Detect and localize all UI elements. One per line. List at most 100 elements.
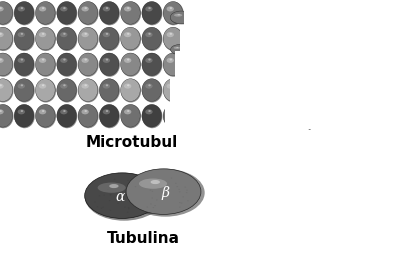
Ellipse shape	[150, 203, 152, 204]
Ellipse shape	[98, 183, 126, 193]
Ellipse shape	[39, 6, 46, 12]
Ellipse shape	[188, 28, 207, 39]
Ellipse shape	[39, 109, 46, 114]
Ellipse shape	[18, 84, 25, 89]
Ellipse shape	[57, 2, 76, 24]
Ellipse shape	[300, 75, 367, 88]
Ellipse shape	[35, 27, 56, 51]
Ellipse shape	[78, 105, 98, 128]
Ellipse shape	[142, 105, 162, 127]
Ellipse shape	[247, 84, 254, 87]
Ellipse shape	[128, 208, 130, 209]
Ellipse shape	[169, 33, 172, 35]
Ellipse shape	[135, 186, 136, 187]
Ellipse shape	[182, 196, 184, 197]
Ellipse shape	[340, 86, 358, 101]
Polygon shape	[185, 0, 236, 129]
Ellipse shape	[194, 31, 196, 32]
Ellipse shape	[121, 105, 141, 128]
Ellipse shape	[0, 32, 4, 37]
Ellipse shape	[163, 105, 184, 128]
Ellipse shape	[259, 93, 266, 96]
Ellipse shape	[99, 195, 100, 196]
Ellipse shape	[84, 110, 87, 112]
Ellipse shape	[20, 58, 23, 61]
Ellipse shape	[57, 79, 76, 101]
Ellipse shape	[14, 79, 34, 101]
Ellipse shape	[103, 109, 110, 114]
Ellipse shape	[121, 2, 141, 25]
Ellipse shape	[14, 79, 35, 102]
Ellipse shape	[312, 83, 342, 99]
Ellipse shape	[42, 7, 45, 9]
Ellipse shape	[279, 100, 282, 101]
Ellipse shape	[0, 79, 13, 101]
Ellipse shape	[0, 53, 13, 77]
Ellipse shape	[262, 94, 264, 95]
Ellipse shape	[179, 191, 180, 192]
Ellipse shape	[270, 97, 272, 99]
Ellipse shape	[188, 28, 206, 39]
Ellipse shape	[142, 2, 162, 24]
Ellipse shape	[142, 79, 162, 102]
Ellipse shape	[177, 14, 180, 15]
Ellipse shape	[147, 207, 148, 208]
Ellipse shape	[78, 53, 98, 76]
Ellipse shape	[250, 76, 306, 105]
Ellipse shape	[99, 79, 120, 102]
Ellipse shape	[42, 84, 45, 86]
Ellipse shape	[121, 53, 140, 76]
Text: Microtubul: Microtubul	[86, 135, 178, 150]
Ellipse shape	[301, 78, 312, 130]
Ellipse shape	[163, 105, 183, 127]
Ellipse shape	[97, 206, 98, 207]
Ellipse shape	[0, 105, 13, 127]
Ellipse shape	[35, 79, 55, 101]
Ellipse shape	[42, 33, 45, 35]
Ellipse shape	[170, 11, 192, 24]
Ellipse shape	[167, 109, 174, 114]
Ellipse shape	[0, 110, 2, 112]
Ellipse shape	[14, 27, 34, 50]
Ellipse shape	[18, 58, 25, 63]
Ellipse shape	[184, 79, 205, 102]
Ellipse shape	[103, 58, 110, 63]
Ellipse shape	[178, 189, 180, 190]
Ellipse shape	[148, 110, 151, 112]
Ellipse shape	[333, 91, 351, 105]
Ellipse shape	[39, 58, 46, 63]
Ellipse shape	[132, 197, 134, 198]
Ellipse shape	[85, 173, 163, 221]
Ellipse shape	[167, 32, 174, 37]
Ellipse shape	[349, 76, 367, 91]
Ellipse shape	[284, 98, 301, 112]
Ellipse shape	[170, 11, 193, 24]
Ellipse shape	[99, 79, 119, 101]
Ellipse shape	[171, 44, 189, 55]
Ellipse shape	[20, 7, 23, 9]
Ellipse shape	[82, 109, 89, 114]
Ellipse shape	[84, 84, 87, 86]
Ellipse shape	[99, 27, 119, 50]
Ellipse shape	[163, 2, 183, 24]
Ellipse shape	[106, 7, 108, 9]
Ellipse shape	[179, 207, 180, 208]
Ellipse shape	[287, 87, 300, 113]
Ellipse shape	[78, 53, 98, 77]
Ellipse shape	[154, 205, 156, 206]
Ellipse shape	[117, 203, 119, 204]
Ellipse shape	[78, 79, 98, 102]
Ellipse shape	[352, 79, 358, 82]
Ellipse shape	[327, 97, 334, 100]
Ellipse shape	[163, 27, 184, 51]
Ellipse shape	[63, 84, 66, 86]
Ellipse shape	[106, 110, 108, 112]
Ellipse shape	[42, 110, 45, 112]
Ellipse shape	[110, 194, 111, 195]
Ellipse shape	[300, 102, 302, 103]
Ellipse shape	[60, 84, 67, 89]
Ellipse shape	[57, 27, 76, 50]
Ellipse shape	[188, 32, 195, 37]
Ellipse shape	[14, 105, 35, 128]
Polygon shape	[170, 77, 394, 103]
